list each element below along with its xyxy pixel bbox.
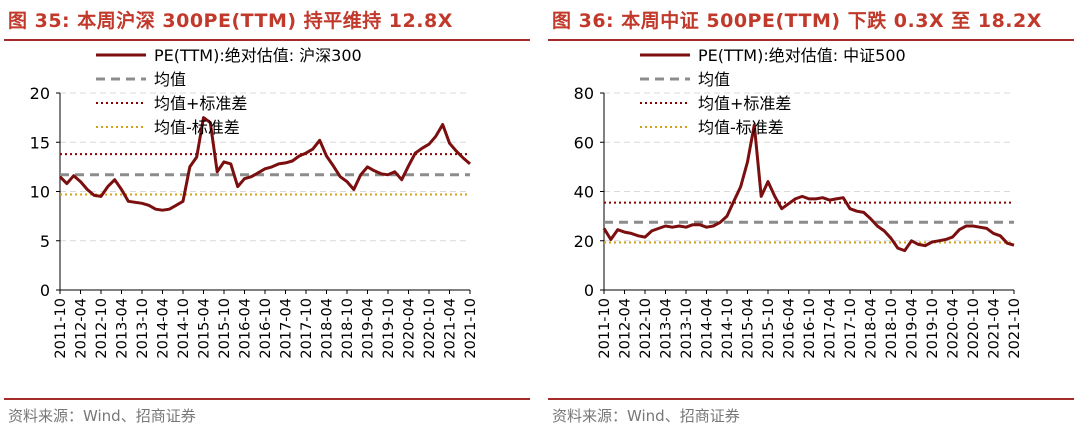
legend-pe-label: PE(TTM):绝对估值: 中证500: [698, 46, 906, 65]
x-tick-label: 2014-10: [720, 298, 736, 359]
source-divider: [4, 398, 530, 400]
x-tick-label: 2019-10: [925, 298, 941, 359]
x-tick-label: 2020-10: [422, 298, 438, 359]
legend-pe-label: PE(TTM):绝对估值: 沪深300: [154, 46, 362, 65]
chart-title: 图 35: 本周沪深 300PE(TTM) 持平维持 12.8X: [8, 10, 453, 32]
x-tick-label: 2015-04: [741, 298, 757, 359]
x-tick-label: 2019-04: [361, 298, 377, 359]
x-tick-label: 2012-04: [618, 298, 634, 359]
x-tick-label: 2021-04: [443, 298, 459, 359]
pe-line-chart-hs300: 0 5 10 15 20 2011-10 2012-04 2012-10 2013-04 2013…: [30, 46, 479, 359]
x-tick-label: 2018-10: [340, 298, 356, 359]
title-divider: [548, 39, 1074, 41]
legend-mean-label: 均值: [698, 70, 730, 89]
x-tick-label: 2019-04: [905, 298, 921, 359]
x-tick-label: 2011-10: [53, 298, 69, 359]
y-tick-label: 0: [584, 281, 594, 300]
legend-mean-minus-std-label: 均值-标准差: [698, 118, 784, 137]
legend-mean-label: 均值: [154, 70, 186, 89]
x-tick-label: 2017-10: [843, 298, 859, 359]
source-note: 资料来源：Wind、招商证券: [8, 407, 196, 425]
x-tick-label: 2018-04: [864, 298, 880, 359]
x-tick-label: 2014-04: [156, 298, 172, 359]
y-tick-label: 20: [30, 84, 50, 103]
pe-series-line: [602, 123, 1015, 253]
x-tick-label: 2016-10: [258, 298, 274, 359]
y-tick-label: 10: [30, 183, 50, 202]
title-divider: [4, 39, 530, 41]
x-tick-label: 2021-10: [1007, 298, 1023, 359]
x-tick-label: 2017-04: [279, 298, 295, 359]
x-tick-label: 2016-10: [802, 298, 818, 359]
y-tick-label: 60: [574, 133, 594, 152]
chart-title: 图 36: 本周中证 500PE(TTM) 下跌 0.3X 至 18.2X: [552, 10, 1042, 32]
pe-series-line: [58, 116, 471, 212]
legend-mean-minus-std-label: 均值-标准差: [154, 118, 240, 137]
legend-mean-plus-std-label: 均值+标准差: [698, 94, 791, 113]
x-tick-label: 2021-10: [463, 298, 479, 359]
x-tick-label: 2013-10: [679, 298, 695, 359]
x-tick-label: 2020-04: [946, 298, 962, 359]
chart-panel-hs300: 图 35: 本周沪深 300PE(TTM) 持平维持 12.8X 0 5 10 15 2…: [4, 0, 534, 435]
y-tick-label: 5: [40, 232, 50, 251]
x-tick-label: 2014-04: [700, 298, 716, 359]
x-tick-label: 2016-04: [238, 298, 254, 359]
x-tick-label: 2012-10: [94, 298, 110, 359]
x-tick-label: 2014-10: [176, 298, 192, 359]
x-tick-label: 2018-04: [320, 298, 336, 359]
x-tick-label: 2019-10: [381, 298, 397, 359]
x-tick-label: 2015-04: [197, 298, 213, 359]
x-tick-label: 2012-04: [74, 298, 90, 359]
x-tick-label: 2013-10: [135, 298, 151, 359]
x-tick-label: 2015-10: [217, 298, 233, 359]
x-tick-label: 2015-10: [761, 298, 777, 359]
y-tick-label: 40: [574, 183, 594, 202]
x-tick-label: 2011-10: [597, 298, 613, 359]
x-tick-label: 2013-04: [659, 298, 675, 359]
x-tick-label: 2012-10: [638, 298, 654, 359]
x-tick-label: 2017-04: [823, 298, 839, 359]
y-tick-label: 80: [574, 84, 594, 103]
y-tick-label: 15: [30, 133, 50, 152]
x-tick-label: 2018-10: [884, 298, 900, 359]
y-tick-label: 20: [574, 232, 594, 251]
x-tick-label: 2013-04: [115, 298, 131, 359]
legend-mean-plus-std-label: 均值+标准差: [154, 94, 247, 113]
source-note: 资料来源：Wind、招商证券: [552, 407, 740, 425]
x-tick-label: 2020-04: [402, 298, 418, 359]
x-tick-label: 2017-10: [299, 298, 315, 359]
source-divider: [548, 398, 1074, 400]
x-tick-label: 2020-10: [966, 298, 982, 359]
x-tick-label: 2021-04: [987, 298, 1003, 359]
y-tick-label: 0: [40, 281, 50, 300]
x-tick-label: 2016-04: [782, 298, 798, 359]
